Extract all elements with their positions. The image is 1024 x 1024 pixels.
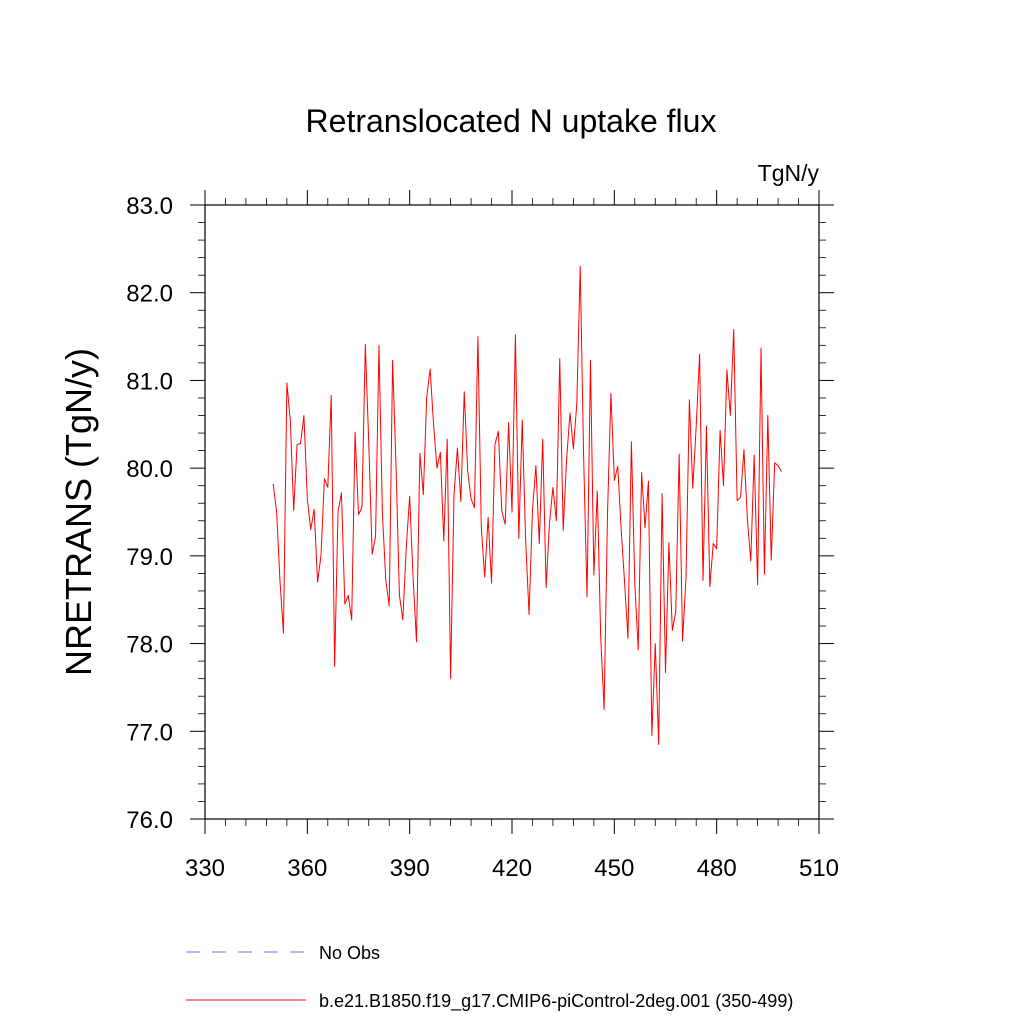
x-tick-labels: 330 360 390 420 450 480 510 [185,855,839,882]
y-tick-label: 76.0 [126,807,173,834]
y-tick-label: 78.0 [126,632,173,659]
legend-label-no-obs: No Obs [319,943,380,963]
y-axis-label: NRETRANS (TgN/y) [58,348,99,676]
units-label: TgN/y [758,160,820,186]
x-tick-label: 390 [390,855,430,882]
y-tick-label: 80.0 [126,456,173,483]
y-tick-label: 81.0 [126,368,173,395]
y-tick-labels: 76.0 77.0 78.0 79.0 80.0 81.0 82.0 83.0 [126,193,173,834]
legend: No Obs b.e21.B1850.f19_g17.CMIP6-piContr… [186,943,793,1012]
y-tick-label: 83.0 [126,193,173,220]
series-layer [272,265,782,745]
x-tick-label: 420 [492,855,532,882]
chart-title: Retranslocated N uptake flux [306,103,717,139]
y-tick-label: 77.0 [126,719,173,746]
y-tick-label: 79.0 [126,544,173,571]
minor-ticks [198,198,826,826]
x-tick-label: 360 [287,855,327,882]
legend-label-model: b.e21.B1850.f19_g17.CMIP6-piControl-2deg… [319,991,793,1012]
x-tick-label: 450 [594,855,634,882]
major-ticks [190,190,834,834]
series-line-0 [272,265,782,745]
y-tick-label: 82.0 [126,281,173,308]
x-tick-label: 330 [185,855,225,882]
x-tick-label: 480 [697,855,737,882]
x-tick-label: 510 [799,855,839,882]
plot-frame [204,204,820,820]
